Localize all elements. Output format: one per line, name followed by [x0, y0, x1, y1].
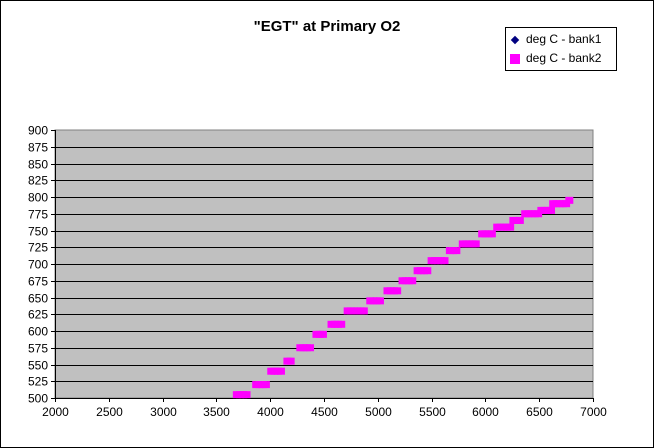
- x-tick-label: 4000: [257, 405, 284, 419]
- y-tick-label: 750: [28, 225, 48, 239]
- y-tick-label: 725: [28, 241, 48, 255]
- legend-marker-bank2: [510, 53, 520, 64]
- x-tick-label: 3500: [203, 405, 230, 419]
- data-point-bank2: [452, 247, 461, 255]
- legend-item-bank1: deg C - bank1: [510, 31, 601, 47]
- data-point-bank2: [423, 267, 432, 275]
- x-tick-label: 6000: [472, 405, 499, 419]
- chart-title: "EGT" at Primary O2: [253, 18, 401, 35]
- data-point-bank2: [318, 330, 327, 338]
- data-point-bank2: [471, 240, 480, 248]
- y-tick-label: 525: [28, 375, 48, 389]
- x-tick-label: 6500: [526, 405, 553, 419]
- legend-label-bank2: deg C - bank2: [526, 51, 602, 65]
- data-point-bank2: [276, 367, 285, 375]
- data-point-bank2: [393, 287, 402, 295]
- y-tick-label: 875: [28, 141, 48, 155]
- data-point-bank2: [261, 381, 270, 389]
- data-point-bank2: [306, 344, 315, 352]
- x-tick-label: 5500: [419, 405, 446, 419]
- x-tick-label: 5000: [365, 405, 392, 419]
- x-tick-label: 2000: [42, 405, 69, 419]
- y-tick-label: 900: [28, 124, 48, 138]
- data-point-bank2: [440, 257, 449, 265]
- y-tick-label: 700: [28, 258, 48, 272]
- data-point-bank2: [242, 391, 251, 399]
- data-point-bank2: [375, 297, 384, 305]
- y-tick-label: 650: [28, 292, 48, 306]
- data-point-bank2: [408, 277, 417, 285]
- x-tick-label: 3000: [150, 405, 177, 419]
- y-tick-label: 850: [28, 158, 48, 172]
- x-tick-label: 7000: [580, 405, 607, 419]
- legend-marker-bank1: [510, 35, 520, 45]
- y-tick-label: 550: [28, 359, 48, 373]
- legend: deg C - bank1 deg C - bank2: [505, 27, 617, 71]
- data-point-bank2: [337, 320, 346, 328]
- data-point-bank2: [565, 196, 574, 204]
- plot-area: 500 525 550 575 600 625 650 675 700 725 750 775 800 8…: [28, 124, 607, 420]
- y-tick-label: 500: [28, 392, 48, 406]
- legend-item-bank2: deg C - bank2: [510, 50, 601, 66]
- y-tick-label: 600: [28, 325, 48, 339]
- x-tick-label: 4500: [311, 405, 338, 419]
- data-point-bank2: [359, 307, 368, 315]
- data-point-bank2: [506, 223, 515, 231]
- y-tick-label: 575: [28, 342, 48, 356]
- data-point-bank2: [286, 357, 295, 365]
- data-point-bank2: [515, 216, 524, 224]
- y-tick-label: 775: [28, 208, 48, 222]
- y-tick-label: 675: [28, 275, 48, 289]
- y-tick-label: 800: [28, 191, 48, 205]
- legend-label-bank1: deg C - bank1: [526, 32, 602, 46]
- data-point-bank2: [487, 230, 496, 238]
- data-point-bank2: [547, 206, 556, 214]
- x-tick-label: 2500: [96, 405, 123, 419]
- y-tick-label: 625: [28, 308, 48, 322]
- y-tick-label: 825: [28, 174, 48, 188]
